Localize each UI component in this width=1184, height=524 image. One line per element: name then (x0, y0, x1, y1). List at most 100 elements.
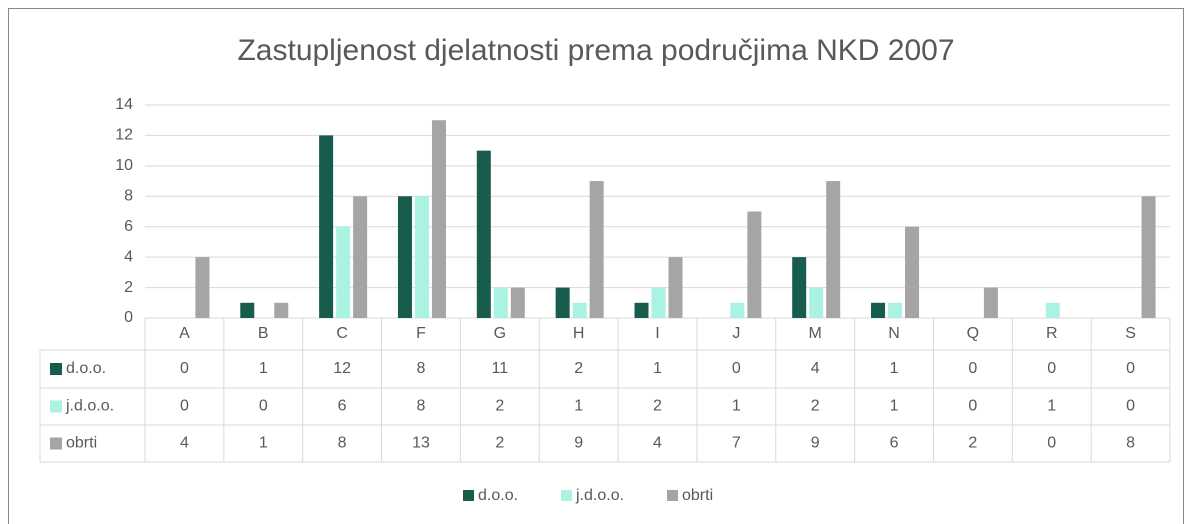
bar (888, 302, 903, 318)
table-value: 0 (259, 398, 268, 415)
bar (826, 181, 841, 318)
x-tick-label: A (179, 325, 190, 342)
table-row-header: obrti (66, 435, 97, 452)
table-value: 1 (574, 398, 583, 415)
bar (668, 257, 683, 318)
legend-key (667, 490, 678, 501)
legend-key (561, 490, 572, 501)
table-value: 8 (1126, 435, 1135, 452)
x-tick-label: S (1125, 325, 1136, 342)
table-value: 1 (259, 360, 268, 377)
bar (589, 181, 604, 318)
bar (397, 196, 412, 318)
bar (195, 257, 210, 318)
table-value: 4 (653, 435, 662, 452)
table-value: 2 (811, 398, 820, 415)
table-value: 6 (890, 435, 899, 452)
table-value: 9 (574, 435, 583, 452)
bar (871, 302, 886, 318)
bar (336, 226, 351, 318)
x-tick-label: B (258, 325, 269, 342)
table-value: 8 (338, 435, 347, 452)
x-tick-label: N (888, 325, 900, 342)
table-value: 11 (492, 360, 509, 377)
table-value: 0 (968, 360, 977, 377)
bar (983, 287, 998, 318)
table-value: 0 (732, 360, 741, 377)
table-value: 2 (968, 435, 977, 452)
bar (493, 287, 508, 318)
table-value: 8 (417, 360, 426, 377)
x-tick-label: C (336, 325, 348, 342)
chart-title: Zastupljenost djelatnosti prema područji… (237, 34, 954, 67)
table-value: 8 (417, 398, 426, 415)
x-tick-label: H (573, 325, 585, 342)
table-key (50, 437, 62, 450)
table-value: 9 (811, 435, 820, 452)
bar (747, 211, 762, 318)
y-tick-label: 14 (115, 96, 133, 113)
table-value: 0 (968, 398, 977, 415)
table-value: 7 (732, 435, 741, 452)
x-tick-label: Q (967, 325, 979, 342)
table-key (50, 363, 62, 375)
table-value: 2 (653, 398, 662, 415)
table-value: 12 (333, 360, 351, 377)
table-value: 1 (1047, 398, 1056, 415)
table-value: 1 (890, 360, 899, 377)
bar (240, 302, 255, 318)
y-tick-label: 12 (115, 127, 133, 144)
bar (431, 120, 446, 318)
legend-label: j.d.o.o. (575, 487, 624, 504)
bar (651, 287, 666, 318)
bar (274, 302, 289, 318)
bar (414, 196, 429, 318)
table-value: 2 (574, 360, 583, 377)
x-tick-label: J (732, 325, 740, 342)
table-value: 0 (180, 398, 189, 415)
y-tick-label: 6 (124, 218, 133, 235)
y-tick-label: 4 (124, 248, 133, 265)
table-value: 1 (259, 435, 268, 452)
bar (572, 302, 587, 318)
table-value: 1 (890, 398, 899, 415)
table-value: 0 (180, 360, 189, 377)
legend-label: d.o.o. (478, 487, 518, 504)
bar (510, 287, 525, 318)
bar (319, 135, 334, 318)
bar (1141, 196, 1156, 318)
table-value: 0 (1126, 398, 1135, 415)
table-value: 4 (811, 360, 820, 377)
y-tick-label: 8 (124, 188, 133, 205)
x-tick-label: I (655, 325, 659, 342)
bar (634, 302, 649, 318)
bar (555, 287, 570, 318)
table-value: 2 (495, 435, 504, 452)
table-row-header: d.o.o. (66, 360, 106, 377)
bar (476, 150, 491, 318)
bar (353, 196, 368, 318)
y-tick-label: 10 (115, 157, 133, 174)
bar (905, 226, 920, 318)
table-value: 2 (495, 398, 504, 415)
x-tick-label: M (809, 325, 822, 342)
x-tick-label: F (416, 325, 426, 342)
table-value: 1 (653, 360, 662, 377)
bar (1045, 302, 1060, 318)
table-row-header: j.d.o.o. (65, 398, 114, 415)
table-value: 13 (412, 435, 430, 452)
table-value: 4 (180, 435, 189, 452)
table-value: 1 (732, 398, 741, 415)
table-value: 0 (1047, 360, 1056, 377)
y-tick-label: 2 (124, 279, 133, 296)
legend-key (463, 490, 474, 501)
table-value: 0 (1126, 360, 1135, 377)
y-tick-label: 0 (124, 309, 133, 326)
legend-label: obrti (682, 487, 713, 504)
x-tick-label: R (1046, 325, 1058, 342)
table-key (50, 400, 62, 413)
table-value: 6 (338, 398, 347, 415)
x-tick-label: G (494, 325, 506, 342)
